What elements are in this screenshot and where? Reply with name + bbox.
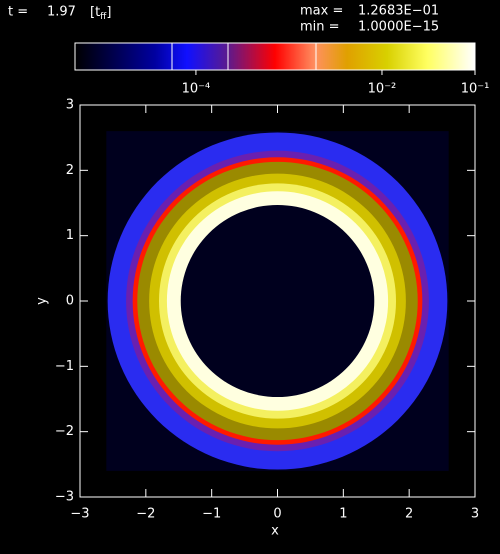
min-value: 1.0000E−15 (358, 20, 439, 35)
y-tick-label: 1 (66, 228, 74, 243)
colorbar-tick-label: 10⁻¹ (461, 82, 490, 97)
x-tick-label: −1 (202, 507, 221, 522)
y-tick-label: −1 (55, 359, 74, 374)
colorbar-tick-label: 10⁻⁴ (182, 82, 211, 97)
x-tick-label: −3 (70, 507, 89, 522)
colorbar (74, 42, 476, 71)
max-value: 1.2683E−01 (358, 4, 439, 19)
time-unit: [tff] (90, 5, 111, 22)
y-axis-label: y (35, 297, 50, 305)
colorbar-tick-label: 10⁻² (368, 82, 397, 97)
y-tick-label: −3 (55, 490, 74, 505)
x-tick-label: 2 (405, 507, 413, 522)
x-tick-label: −2 (136, 507, 155, 522)
x-axis-label: x (271, 524, 279, 539)
y-tick-label: 2 (66, 163, 74, 178)
min-label: min = (300, 20, 340, 35)
time-value: 1.97 (47, 5, 76, 20)
y-tick-label: 0 (66, 294, 74, 309)
x-tick-label: 1 (339, 507, 347, 522)
unit-open: [t (90, 5, 100, 20)
unit-sub: ff (100, 12, 107, 22)
y-tick-label: −2 (55, 424, 74, 439)
time-label: t = (8, 5, 28, 20)
unit-close: ] (106, 5, 111, 20)
x-tick-label: 3 (471, 507, 479, 522)
colorbar-contours (171, 43, 317, 70)
y-tick-label: 3 (66, 98, 74, 113)
ring-band (180, 204, 375, 398)
x-tick-label: 0 (273, 507, 281, 522)
max-label: max = (300, 4, 343, 19)
